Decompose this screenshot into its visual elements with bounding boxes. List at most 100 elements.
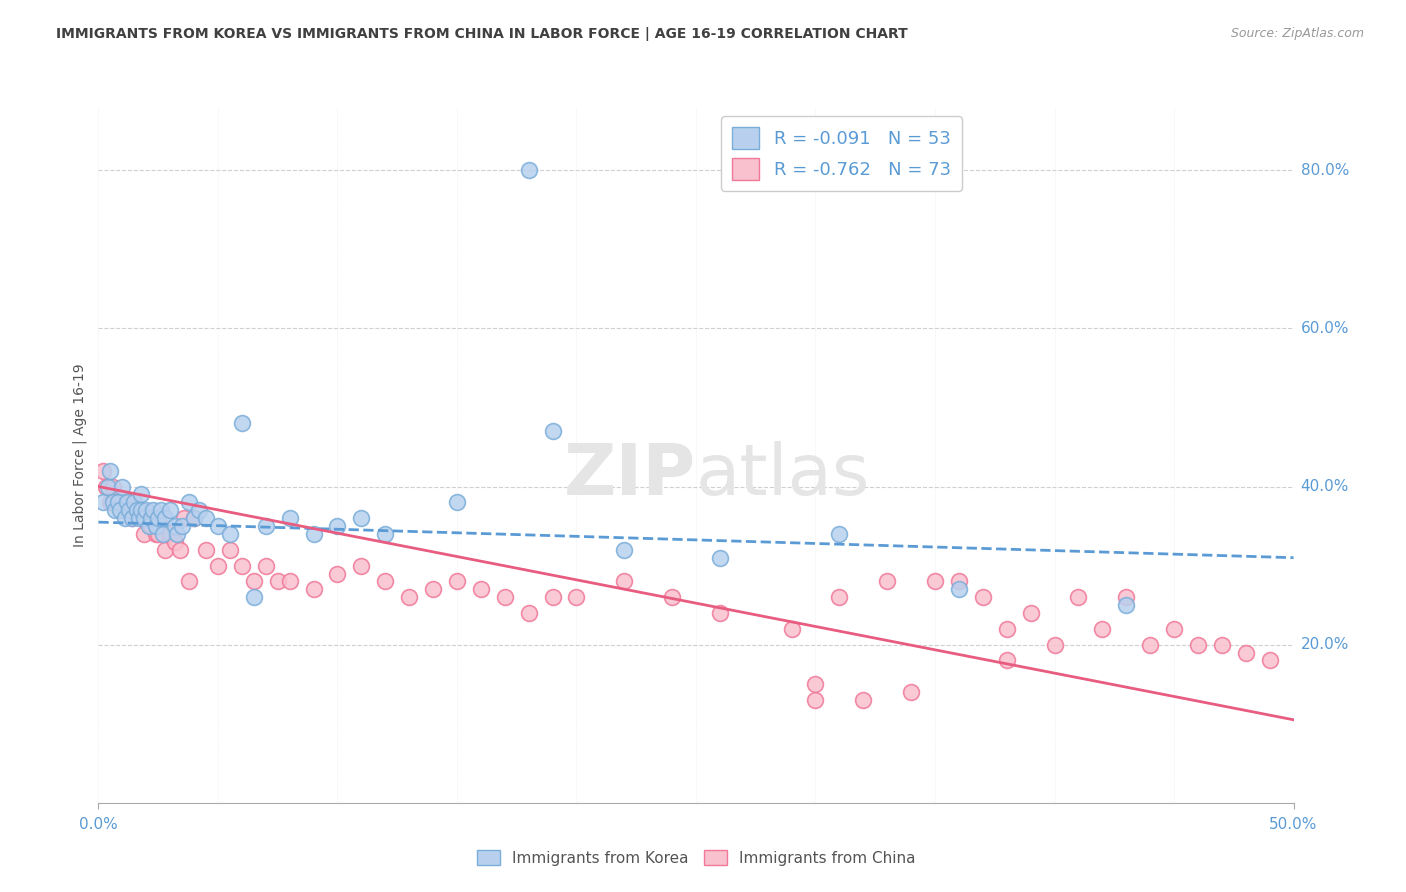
Point: [163, 534, 186, 549]
Point: [709, 550, 731, 565]
Point: [194, 542, 217, 557]
Point: [1139, 638, 1161, 652]
Point: [219, 542, 242, 557]
Point: [155, 511, 177, 525]
Point: [132, 511, 155, 525]
Point: [132, 527, 155, 541]
Point: [828, 591, 851, 605]
Point: [139, 519, 162, 533]
Point: [267, 574, 290, 589]
Point: [1115, 591, 1137, 605]
Point: [1115, 598, 1137, 612]
Point: [207, 558, 229, 573]
Point: [108, 503, 131, 517]
Point: [94, 479, 117, 493]
Text: 20.0%: 20.0%: [1301, 637, 1348, 652]
Point: [101, 495, 124, 509]
Point: [115, 495, 138, 509]
Point: [243, 591, 266, 605]
Point: [231, 558, 253, 573]
Point: [179, 495, 201, 509]
Legend: Immigrants from Korea, Immigrants from China: Immigrants from Korea, Immigrants from C…: [471, 844, 921, 871]
Point: [172, 519, 194, 533]
Point: [121, 511, 143, 525]
Point: [118, 495, 141, 509]
Point: [152, 527, 174, 541]
Point: [828, 527, 851, 541]
Point: [995, 653, 1018, 667]
Point: [422, 582, 444, 597]
Point: [107, 495, 129, 509]
Point: [169, 542, 191, 557]
Point: [995, 622, 1018, 636]
Point: [613, 542, 636, 557]
Point: [207, 519, 229, 533]
Point: [91, 464, 114, 478]
Point: [948, 574, 970, 589]
Text: 60.0%: 60.0%: [1301, 321, 1348, 336]
Point: [135, 503, 157, 517]
Point: [900, 685, 922, 699]
Point: [302, 527, 325, 541]
Point: [780, 622, 803, 636]
Text: ZIP: ZIP: [564, 442, 696, 510]
Point: [187, 503, 209, 517]
Point: [104, 495, 127, 509]
Point: [159, 527, 181, 541]
Point: [114, 511, 136, 525]
Y-axis label: In Labor Force | Age 16-19: In Labor Force | Age 16-19: [73, 363, 87, 547]
Point: [98, 464, 122, 478]
Point: [924, 574, 946, 589]
Point: [374, 527, 396, 541]
Point: [243, 574, 266, 589]
Point: [948, 582, 970, 597]
Text: 80.0%: 80.0%: [1301, 163, 1348, 178]
Text: atlas: atlas: [696, 442, 870, 510]
Point: [125, 503, 148, 517]
Point: [517, 606, 540, 620]
Text: 40.0%: 40.0%: [1301, 479, 1348, 494]
Point: [494, 591, 516, 605]
Point: [278, 511, 301, 525]
Point: [1091, 622, 1114, 636]
Point: [179, 574, 201, 589]
Point: [565, 591, 588, 605]
Point: [541, 591, 564, 605]
Point: [124, 495, 146, 509]
Point: [446, 495, 468, 509]
Point: [350, 558, 373, 573]
Point: [350, 511, 373, 525]
Point: [131, 511, 153, 525]
Point: [128, 511, 150, 525]
Point: [148, 527, 170, 541]
Point: [149, 519, 172, 533]
Point: [118, 503, 141, 517]
Point: [1067, 591, 1090, 605]
Point: [101, 479, 124, 493]
Point: [661, 591, 683, 605]
Point: [131, 487, 153, 501]
Point: [517, 163, 540, 178]
Point: [398, 591, 420, 605]
Point: [1019, 606, 1042, 620]
Point: [115, 495, 138, 509]
Point: [91, 495, 114, 509]
Point: [135, 511, 157, 525]
Point: [1258, 653, 1281, 667]
Point: [121, 511, 143, 525]
Point: [804, 693, 827, 707]
Point: [125, 503, 148, 517]
Point: [1043, 638, 1066, 652]
Point: [124, 503, 146, 517]
Point: [231, 417, 253, 431]
Point: [148, 511, 170, 525]
Point: [470, 582, 492, 597]
Point: [145, 527, 167, 541]
Point: [138, 519, 160, 533]
Point: [166, 527, 188, 541]
Point: [139, 511, 162, 525]
Point: [541, 424, 564, 438]
Point: [107, 495, 129, 509]
Point: [1234, 646, 1257, 660]
Point: [142, 503, 165, 517]
